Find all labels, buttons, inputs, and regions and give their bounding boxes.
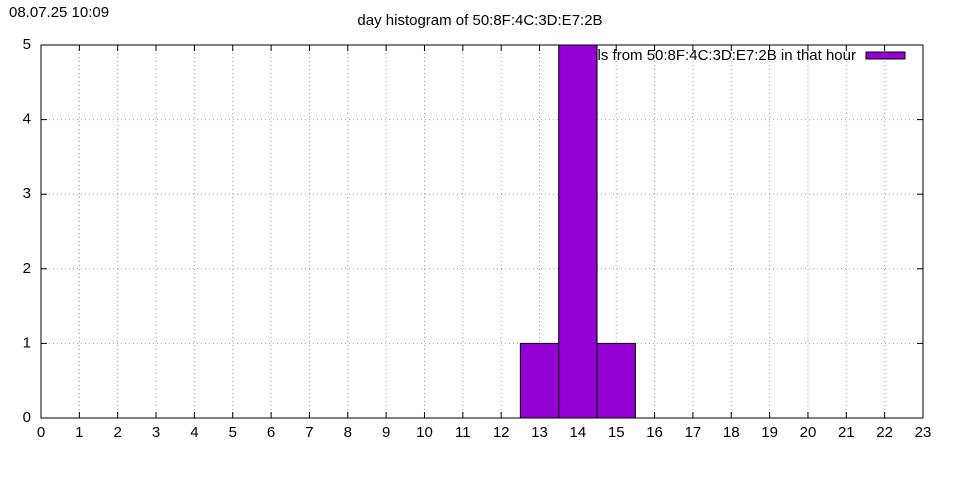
x-tick-label: 23 [915, 424, 932, 441]
chart-title: day histogram of 50:8F:4C:3D:E7:2B [357, 12, 602, 29]
bar [558, 44, 598, 419]
x-tick-label: 5 [229, 424, 237, 441]
x-tick-label: 2 [114, 424, 122, 441]
x-tick-label: 11 [455, 424, 471, 441]
legend-swatch [865, 51, 906, 60]
bar [596, 342, 636, 419]
y-tick-label: 4 [23, 111, 31, 128]
legend-label: signals from 50:8F:4C:3D:E7:2B in that h… [562, 47, 856, 64]
x-tick-label: 9 [382, 424, 390, 441]
x-tick-label: 16 [646, 424, 663, 441]
x-tick-label: 22 [876, 424, 893, 441]
x-tick-label: 1 [75, 424, 83, 441]
x-tick-label: 15 [608, 424, 625, 441]
x-tick-label: 21 [838, 424, 855, 441]
timestamp: 08.07.25 10:09 [9, 4, 109, 21]
x-tick-label: 6 [267, 424, 275, 441]
x-tick-label: 3 [152, 424, 160, 441]
y-tick-label: 3 [23, 185, 31, 202]
x-tick-label: 8 [344, 424, 352, 441]
x-tick-label: 0 [37, 424, 45, 441]
x-tick-label: 10 [416, 424, 433, 441]
y-tick-label: 2 [23, 260, 31, 277]
x-tick-label: 13 [531, 424, 548, 441]
x-tick-label: 18 [723, 424, 740, 441]
y-tick-label: 5 [23, 36, 31, 53]
x-tick-label: 17 [685, 424, 702, 441]
plot-border [40, 44, 924, 419]
x-tick-label: 7 [305, 424, 313, 441]
y-tick-label: 1 [23, 334, 31, 351]
x-tick-label: 20 [800, 424, 817, 441]
y-tick-label: 0 [23, 409, 31, 426]
x-tick-label: 19 [761, 424, 778, 441]
x-tick-label: 12 [493, 424, 510, 441]
x-tick-label: 4 [190, 424, 198, 441]
x-tick-label: 14 [570, 424, 587, 441]
bar [519, 342, 560, 419]
